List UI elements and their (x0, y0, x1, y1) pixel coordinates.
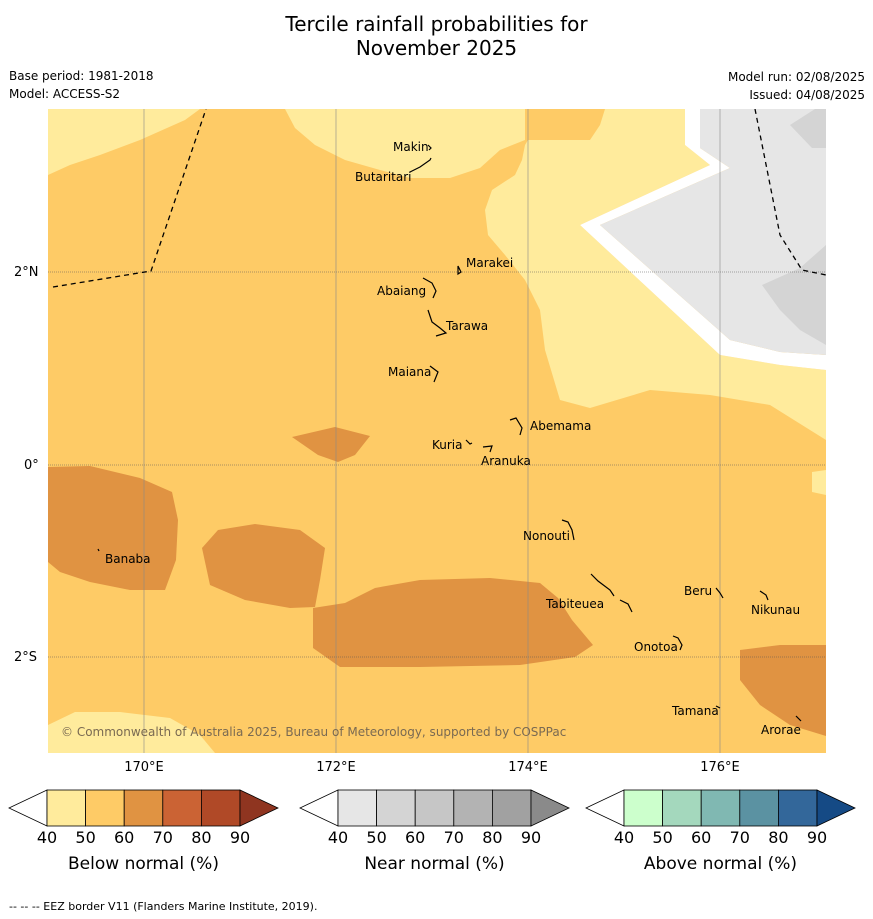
label-onotoa: Onotoa (634, 640, 678, 654)
colorbar-1-over-arrow (530, 789, 570, 827)
colorbar-2-over-arrow (816, 789, 856, 827)
colorbar-2-segment-1 (662, 789, 702, 827)
colorbar-2-tick-50: 50 (652, 828, 673, 847)
colorbar-1-tick-80: 80 (482, 828, 503, 847)
gridlines (48, 271, 826, 658)
x-tick-172e: 172°E (316, 760, 356, 775)
region-near-50-60-a (790, 109, 826, 148)
label-abaiang: Abaiang (377, 284, 426, 298)
islands (97, 144, 802, 722)
colorbar-0-tick-90: 90 (229, 828, 251, 847)
y-tick-2s: 2°S (14, 650, 38, 665)
colorbar-2-tick-80: 80 (768, 828, 789, 847)
x-tick-174e: 174°E (508, 760, 548, 775)
label-tarawa: Tarawa (445, 319, 488, 333)
region-below-40-50-east (485, 109, 826, 440)
label-nikunau: Nikunau (751, 603, 800, 617)
map-title: Tercile rainfall probabilities for Novem… (0, 12, 873, 60)
label-abemama: Abemama (530, 419, 591, 433)
x-tick-170e: 170°E (124, 760, 164, 775)
colorbar-1-segment-2 (414, 789, 455, 827)
colorbar-0-segment-3 (162, 789, 202, 827)
base-period: Base period: 1981-2018 (9, 69, 154, 83)
x-tick-176e: 176°E (700, 760, 740, 775)
colorbar-2-label: Above normal (%) (643, 854, 798, 874)
label-marakei: Marakei (466, 256, 513, 270)
colorbar-1-tick-50: 50 (366, 828, 387, 847)
colorbar-0-segment-2 (123, 789, 164, 827)
region-below-40-50-small (812, 470, 826, 495)
colorbar-0-tick-80: 80 (191, 828, 212, 847)
colorbar-0-label: Below normal (%) (68, 854, 219, 874)
region-near-50-60-b (762, 245, 826, 345)
colorbar-1-segment-1 (376, 789, 416, 827)
label-tabiteuea: Tabiteuea (545, 597, 604, 611)
label-banaba: Banaba (105, 552, 151, 566)
colorbar-0-tick-50: 50 (75, 828, 96, 847)
issued-date: Issued: 04/08/2025 (749, 88, 865, 102)
region-below-40-50-sw (48, 712, 215, 753)
region-below-60-70-d (313, 578, 593, 667)
colorbar-0-segment-0 (46, 789, 86, 827)
y-tick-0: 0° (24, 458, 39, 473)
colorbar-1-segment-0 (337, 789, 377, 827)
colorbar-1-tick-40: 40 (327, 828, 349, 847)
model-name: Model: ACCESS-S2 (9, 87, 121, 101)
title-line-1: Tercile rainfall probabilities for (285, 12, 588, 36)
label-maiana: Maiana (388, 365, 431, 379)
eez-footnote: -- -- -- EEZ border V11 (Flanders Marine… (9, 900, 318, 913)
region-below-60-70-b (48, 466, 178, 590)
colorbar-2-tick-90: 90 (806, 828, 828, 847)
label-beru: Beru (684, 584, 712, 598)
region-below-40-50-nw (48, 109, 200, 175)
eez-border (52, 109, 826, 288)
colorbar-2-under-arrow (585, 789, 625, 827)
label-kuria: Kuria (432, 438, 463, 452)
region-below-60-70-c (202, 524, 325, 608)
region-below-60-70-a (292, 427, 370, 462)
colorbar-0-over-arrow (239, 789, 279, 827)
colorbar-2-segment-3 (739, 789, 779, 827)
colorbar-1-under-arrow (299, 789, 339, 827)
label-arorae: Arorae (761, 723, 801, 737)
colorbar-0-tick-40: 40 (36, 828, 58, 847)
label-makin: Makin (393, 140, 429, 154)
colorbar-0-tick-70: 70 (152, 828, 173, 847)
colorbar-1-tick-60: 60 (405, 828, 426, 847)
colorbar-0-segment-1 (85, 789, 125, 827)
colorbar-2-tick-70: 70 (729, 828, 750, 847)
colorbar-2-segment-2 (700, 789, 741, 827)
title-line-2: November 2025 (355, 36, 518, 60)
colorbar-0-under-arrow (8, 789, 48, 827)
meridians (143, 109, 721, 753)
place-labels: Makin Butaritari Marakei Abaiang Tarawa … (61, 140, 801, 739)
colorbar-1-label: Near normal (%) (364, 854, 505, 874)
map-area (48, 109, 826, 753)
colorbar-2-tick-60: 60 (691, 828, 712, 847)
colorbar-2-tick-40: 40 (613, 828, 635, 847)
label-aranuka: Aranuka (481, 454, 531, 468)
colorbar-2-segment-4 (778, 789, 818, 827)
region-no-dominant (580, 109, 826, 370)
label-butaritari: Butaritari (355, 170, 412, 184)
colorbar-1-segment-3 (453, 789, 493, 827)
region-below-40-50-north (285, 109, 525, 178)
label-tamana: Tamana (671, 704, 719, 718)
model-run: Model run: 02/08/2025 (727, 70, 865, 84)
colorbar-2-segment-0 (623, 789, 663, 827)
colorbar-1-tick-90: 90 (520, 828, 542, 847)
colorbar-1-segment-4 (491, 789, 532, 827)
colorbar-0-tick-60: 60 (114, 828, 135, 847)
colorbar-0-segment-4 (200, 789, 241, 827)
label-nonouti: Nonouti (523, 529, 570, 543)
colorbars (8, 789, 856, 827)
copyright-notice: © Commonwealth of Australia 2025, Bureau… (61, 725, 566, 739)
y-tick-2n: 2°N (14, 265, 39, 280)
region-below-60-70-e (740, 645, 826, 736)
colorbar-1-tick-70: 70 (443, 828, 464, 847)
